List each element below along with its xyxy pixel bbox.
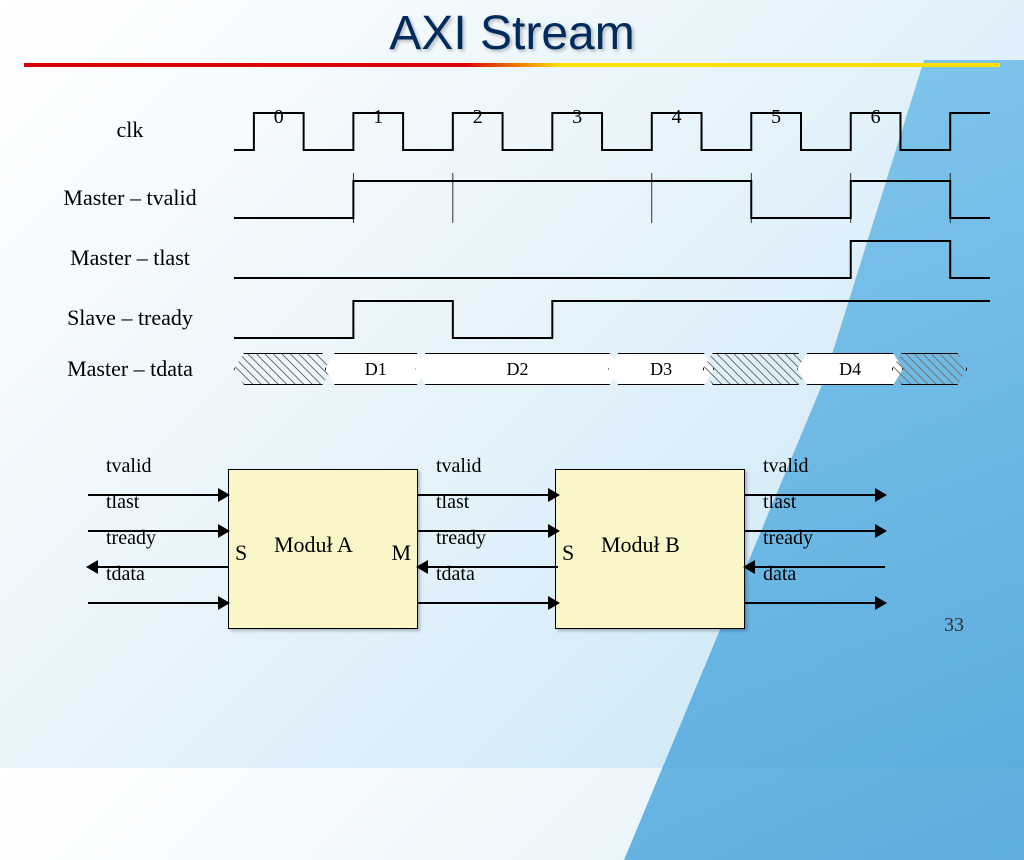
page-number: 33 bbox=[944, 614, 964, 637]
port-master-label: M bbox=[391, 540, 411, 566]
signal-label: tlast bbox=[106, 491, 139, 514]
signal-label: tready bbox=[106, 527, 156, 550]
timing-diagram: clk 0 1 2 3 4 5 6 Master – tvalid bbox=[0, 105, 1024, 389]
signal-data: data bbox=[745, 585, 885, 621]
page-title: AXI Stream bbox=[0, 0, 1024, 61]
signal-label-tvalid: Master – tvalid bbox=[34, 185, 234, 211]
block-diagram: S Moduł A MS Moduł B tvalidtlasttreadytd… bbox=[0, 459, 1024, 659]
signal-label: tdata bbox=[106, 563, 145, 586]
signal-label: tvalid bbox=[763, 455, 809, 478]
module-box: S Moduł B bbox=[555, 469, 745, 629]
tdata-value: D3 bbox=[608, 353, 714, 385]
signal-group: tvalidtlasttreadydata bbox=[745, 477, 885, 621]
signal-tdata: tdata bbox=[418, 585, 558, 621]
title-underline bbox=[24, 63, 1000, 67]
signal-label: tlast bbox=[763, 491, 796, 514]
wave-tlast bbox=[234, 233, 990, 283]
tdata-value: D2 bbox=[415, 353, 619, 385]
signal-arrow bbox=[745, 602, 885, 604]
tdata-gap bbox=[892, 353, 968, 385]
svg-text:6: 6 bbox=[871, 106, 881, 128]
svg-text:0: 0 bbox=[274, 106, 284, 128]
signal-arrow bbox=[418, 602, 558, 604]
module-name: Moduł B bbox=[601, 532, 680, 558]
signal-label-tdata: Master – tdata bbox=[34, 356, 234, 382]
signal-label: data bbox=[763, 563, 796, 586]
port-slave-label: S bbox=[562, 540, 574, 566]
svg-text:2: 2 bbox=[473, 106, 483, 128]
signal-label: tvalid bbox=[436, 455, 482, 478]
signal-label: tvalid bbox=[106, 455, 152, 478]
wave-tvalid bbox=[234, 173, 990, 223]
signal-label: tlast bbox=[436, 491, 469, 514]
tdata-gap bbox=[234, 353, 332, 385]
wave-tdata: D1D2D3 D4 bbox=[234, 349, 990, 389]
signal-tdata: tdata bbox=[88, 585, 228, 621]
signal-label-tready: Slave – tready bbox=[34, 305, 234, 331]
port-slave-label: S bbox=[235, 540, 247, 566]
signal-label-tlast: Master – tlast bbox=[34, 245, 234, 271]
signal-label: tready bbox=[436, 527, 486, 550]
tdata-value: D4 bbox=[797, 353, 903, 385]
svg-text:4: 4 bbox=[672, 106, 682, 128]
module-box: S Moduł A M bbox=[228, 469, 418, 629]
signal-arrow bbox=[88, 602, 228, 604]
tdata-gap bbox=[703, 353, 809, 385]
svg-text:3: 3 bbox=[572, 106, 582, 128]
module-name: Moduł A bbox=[274, 532, 353, 558]
svg-text:1: 1 bbox=[373, 106, 383, 128]
wave-clk: 0 1 2 3 4 5 6 bbox=[234, 105, 990, 155]
signal-group: tvalidtlasttreadytdata bbox=[88, 477, 228, 621]
signal-label: tready bbox=[763, 527, 813, 550]
signal-label: tdata bbox=[436, 563, 475, 586]
svg-text:5: 5 bbox=[771, 106, 781, 128]
signal-group: tvalidtlasttreadytdata bbox=[418, 477, 558, 621]
tdata-value: D1 bbox=[325, 353, 427, 385]
wave-tready bbox=[234, 293, 990, 343]
signal-label-clk: clk bbox=[34, 117, 234, 143]
